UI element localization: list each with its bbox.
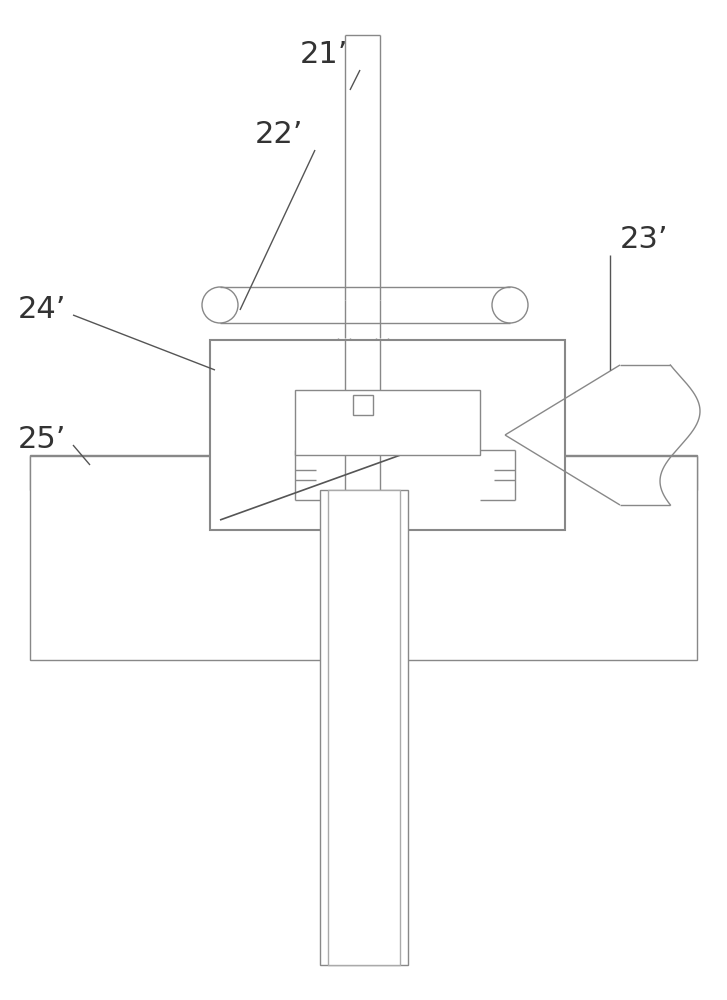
Bar xyxy=(30,455,697,490)
Text: 21’: 21’ xyxy=(300,40,348,69)
Text: 24’: 24’ xyxy=(18,295,66,324)
Bar xyxy=(295,390,480,455)
Bar xyxy=(30,456,697,660)
Bar xyxy=(320,490,408,965)
Text: 23’: 23’ xyxy=(620,225,669,254)
Bar xyxy=(353,395,373,415)
Bar xyxy=(328,490,400,965)
Bar xyxy=(210,340,565,530)
Text: 25’: 25’ xyxy=(18,425,66,454)
Text: 22’: 22’ xyxy=(255,120,303,149)
